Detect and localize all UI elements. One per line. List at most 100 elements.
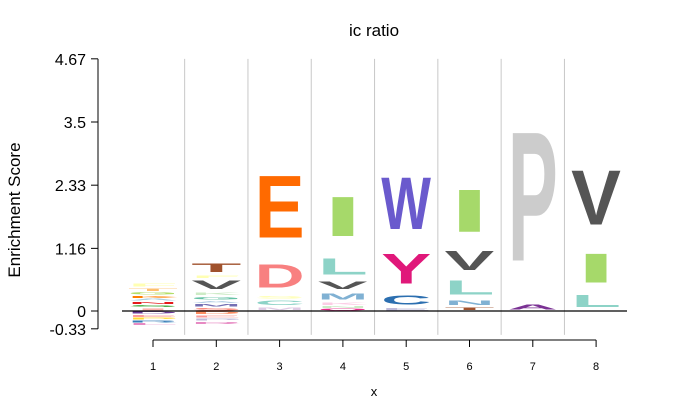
letter-V: V bbox=[571, 155, 621, 242]
letter-W: W bbox=[381, 162, 431, 245]
svg-text:E: E bbox=[255, 157, 305, 257]
svg-text:E: E bbox=[191, 315, 241, 318]
letter-I: I bbox=[450, 177, 490, 245]
letter-stacks: ISNAKGTFDEPRLSMAGKVFTDEPRMCSDEQNKMVLIECY… bbox=[128, 93, 621, 326]
svg-text:A: A bbox=[508, 303, 558, 311]
letter-E: E bbox=[255, 157, 305, 257]
svg-text:A: A bbox=[191, 300, 241, 303]
letter-T: T bbox=[191, 261, 241, 274]
grid-lines bbox=[184, 58, 565, 335]
svg-text:F: F bbox=[191, 275, 241, 279]
letter-D: D bbox=[191, 311, 241, 315]
chart-title: ic ratio bbox=[349, 21, 399, 40]
letter-Y: Y bbox=[381, 245, 431, 292]
letter-S: S bbox=[255, 295, 305, 299]
letter-G: G bbox=[128, 292, 178, 296]
letter-I: I bbox=[576, 245, 616, 291]
svg-text:M: M bbox=[255, 307, 305, 311]
y-axis: 4.67 3.5 2.33 1.16 0-0.33 bbox=[50, 52, 99, 339]
letter-G: G bbox=[191, 296, 241, 300]
letter-E: E bbox=[191, 315, 241, 318]
svg-text:D: D bbox=[191, 311, 241, 315]
letter-T: T bbox=[445, 307, 495, 311]
letter-R: R bbox=[128, 320, 178, 323]
letter-L: L bbox=[128, 323, 178, 326]
svg-text:K: K bbox=[128, 295, 178, 298]
svg-text:C: C bbox=[255, 299, 305, 307]
letter-V: V bbox=[445, 245, 495, 276]
letter-N: N bbox=[445, 299, 495, 307]
svg-text:P: P bbox=[508, 93, 558, 300]
x-tick-label: 7 bbox=[530, 361, 536, 373]
svg-text:V: V bbox=[191, 279, 241, 292]
svg-text:T: T bbox=[191, 261, 241, 274]
y-tick-label: -0.33 bbox=[50, 322, 87, 339]
letter-R: R bbox=[191, 321, 241, 324]
x-tick-label: 6 bbox=[466, 361, 472, 373]
svg-text:V: V bbox=[571, 155, 621, 242]
letter-F: F bbox=[191, 275, 241, 279]
letter-I: I bbox=[133, 308, 173, 311]
letter-V: V bbox=[191, 279, 241, 292]
letter-E: E bbox=[128, 314, 178, 317]
svg-text:T: T bbox=[445, 307, 495, 311]
svg-text:K: K bbox=[191, 292, 241, 296]
svg-text:L: L bbox=[318, 254, 368, 279]
svg-text:R: R bbox=[191, 321, 241, 324]
svg-text:G: G bbox=[191, 296, 241, 300]
y-tick-label: 4.67 bbox=[55, 52, 86, 69]
svg-text:D: D bbox=[128, 311, 178, 314]
svg-text:C: C bbox=[381, 293, 431, 308]
letter-D: D bbox=[255, 257, 305, 295]
letter-K: K bbox=[191, 292, 241, 296]
svg-text:R: R bbox=[128, 320, 178, 323]
letter-D: D bbox=[128, 311, 178, 314]
y-tick-label: 2.33 bbox=[55, 178, 86, 195]
svg-text:T: T bbox=[128, 288, 178, 292]
letter-M: M bbox=[191, 304, 241, 308]
svg-text:E: E bbox=[128, 314, 178, 317]
svg-text:I: I bbox=[576, 245, 616, 291]
letter-P: P bbox=[191, 318, 241, 321]
letter-P: P bbox=[128, 318, 178, 321]
svg-text:K: K bbox=[318, 301, 368, 305]
letter-F: F bbox=[128, 282, 178, 287]
letter-A: A bbox=[191, 300, 241, 303]
svg-text:N: N bbox=[318, 306, 368, 309]
x-axis: 1 2 3 4 5 6 7 8 bbox=[150, 339, 599, 373]
letter-S: S bbox=[128, 305, 178, 308]
letter-C: C bbox=[381, 293, 431, 308]
svg-text:N: N bbox=[128, 301, 178, 304]
svg-text:D: D bbox=[255, 257, 305, 295]
svg-text:E: E bbox=[381, 307, 431, 311]
letter-M: M bbox=[318, 292, 368, 302]
x-tick-label: 4 bbox=[340, 361, 346, 373]
letter-K: K bbox=[128, 295, 178, 298]
svg-text:F: F bbox=[128, 282, 178, 287]
letter-P: P bbox=[508, 93, 558, 300]
svg-text:S: S bbox=[128, 305, 178, 308]
letter-N: N bbox=[128, 301, 178, 304]
svg-text:I: I bbox=[323, 185, 363, 248]
svg-text:L: L bbox=[128, 323, 178, 326]
letter-C: C bbox=[255, 299, 305, 307]
x-tick-label: 5 bbox=[403, 361, 409, 373]
svg-text:G: G bbox=[128, 292, 178, 296]
letter-N: N bbox=[318, 306, 368, 309]
svg-text:P: P bbox=[128, 318, 178, 321]
svg-text:S: S bbox=[255, 295, 305, 299]
y-tick-label: 3.5 bbox=[64, 115, 86, 132]
svg-text:I: I bbox=[133, 308, 173, 311]
x-tick-label: 8 bbox=[593, 361, 599, 373]
svg-text:S: S bbox=[191, 307, 241, 311]
letter-M: M bbox=[255, 307, 305, 311]
letter-L: L bbox=[571, 291, 621, 311]
x-axis-label: x bbox=[371, 384, 378, 399]
letter-Q: Q bbox=[318, 308, 368, 311]
svg-text:W: W bbox=[381, 162, 431, 245]
svg-text:L: L bbox=[445, 276, 495, 299]
letter-A: A bbox=[128, 299, 178, 302]
x-tick-label: 2 bbox=[213, 361, 219, 373]
letter-L: L bbox=[318, 254, 368, 279]
